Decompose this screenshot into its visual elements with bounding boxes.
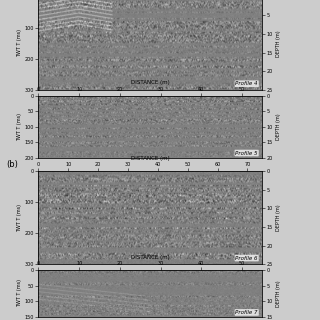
Text: Profile 6: Profile 6 — [236, 256, 258, 260]
Text: Profile 4: Profile 4 — [236, 81, 258, 86]
Y-axis label: DEPTH (m): DEPTH (m) — [276, 30, 281, 57]
Text: Profile 5: Profile 5 — [236, 150, 258, 156]
X-axis label: DISTANCE (m): DISTANCE (m) — [131, 156, 170, 161]
Y-axis label: TWT T (ms): TWT T (ms) — [17, 204, 22, 232]
Y-axis label: DEPTH (m): DEPTH (m) — [276, 114, 281, 140]
X-axis label: DISTANCE (m): DISTANCE (m) — [131, 80, 170, 85]
Y-axis label: TWT T (ms): TWT T (ms) — [17, 113, 22, 141]
Y-axis label: TWT T (ms): TWT T (ms) — [17, 29, 22, 57]
Text: (b): (b) — [6, 160, 18, 169]
Y-axis label: DEPTH (m): DEPTH (m) — [276, 204, 281, 231]
Y-axis label: TWT T (ms): TWT T (ms) — [17, 279, 22, 308]
Text: Profile 7: Profile 7 — [236, 310, 258, 315]
X-axis label: DISTANCE (m): DISTANCE (m) — [131, 255, 170, 260]
Y-axis label: DEPTH (m): DEPTH (m) — [276, 280, 281, 307]
